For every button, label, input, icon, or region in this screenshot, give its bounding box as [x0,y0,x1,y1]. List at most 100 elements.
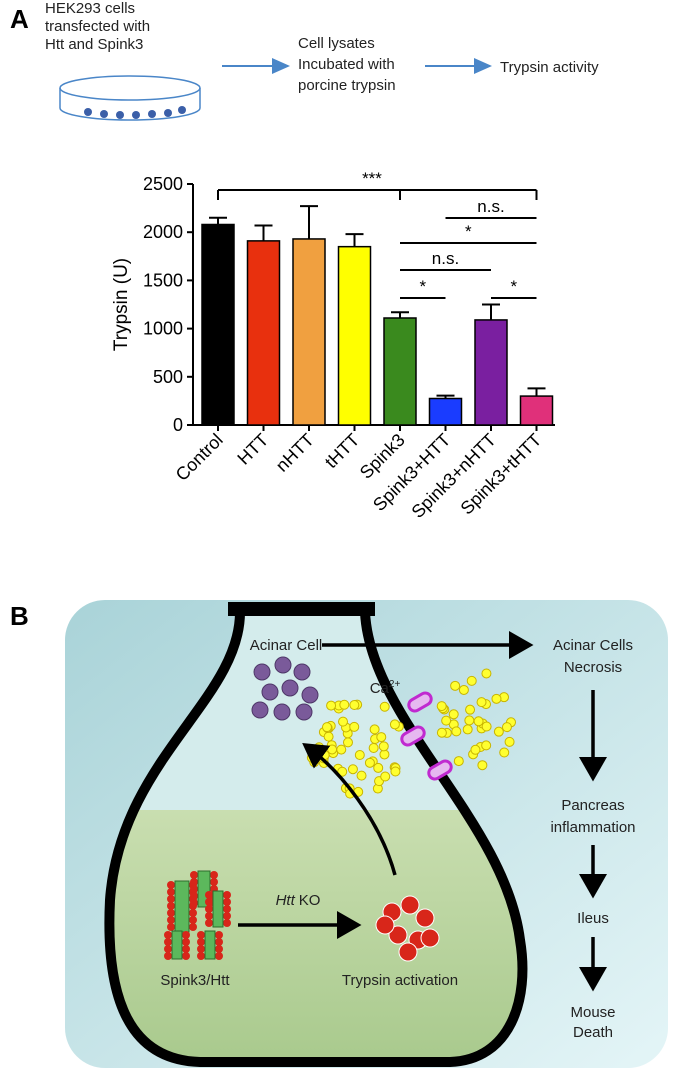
spink3 [223,891,231,899]
x-tick-label: HTT [233,430,272,469]
panel-label: B [10,601,29,631]
vesicle [301,686,319,704]
knockout-gene: Htt [276,892,296,909]
calcium-ion [499,747,510,758]
htt [212,890,224,928]
y-tick-label: 1500 [143,270,183,290]
calcium-ion [349,721,360,732]
calcium-ion [379,749,390,760]
calcium-ion [504,736,515,747]
significance-label: n.s. [477,197,504,216]
calcium-charge: 2+ [389,679,401,690]
spink3 [223,912,231,920]
calcium-ion [491,693,502,704]
x-tick-label: Control [172,430,227,485]
calcium-ion [376,732,387,743]
y-tick-label: 2500 [143,174,183,194]
calcium-ion [326,700,337,711]
molecules [164,656,517,962]
spink3 [197,945,205,953]
y-tick-label: 0 [173,415,183,435]
calcium-ion [481,668,492,679]
bar [474,319,508,426]
spink3 [164,945,172,953]
trypsin [388,925,408,945]
vesicle [273,703,291,721]
outcome-text: inflammation [550,819,635,836]
calcium-ion [356,770,367,781]
significance-label: * [419,277,426,296]
calcium-ion [314,742,325,753]
spink3 [164,931,172,939]
calcium-ion [323,731,334,742]
spink3 [182,952,190,960]
calcium-ion [450,680,461,691]
spink3 [190,878,198,886]
calcium-ion [464,715,475,726]
spink3 [167,881,175,889]
step-text: porcine trypsin [298,77,396,94]
activation-label: Trypsin activation [342,972,458,989]
calcium-ion [458,684,469,695]
calcium-ion [390,766,401,777]
trypsin [420,928,440,948]
htt [174,880,190,933]
pathway-arrows [238,631,607,992]
spink3 [167,895,175,903]
calcium-ion [448,709,459,720]
calcium-ion [369,724,380,735]
spink3 [223,898,231,906]
spink3 [182,938,190,946]
spink3 [167,888,175,896]
spink3 [205,912,213,920]
calcium-ion [339,699,350,710]
bar [292,238,326,426]
outcome-text: Acinar Cells [553,637,633,654]
vesicle [261,683,279,701]
significance-label: *** [362,169,382,188]
ion-channel [400,725,426,747]
spink3 [190,892,198,900]
outcome-text: Pancreas [561,797,624,814]
spink3 [189,909,197,917]
cell-label: Acinar Cell [250,637,323,654]
x-tick-label: nHTT [272,430,318,476]
calcium-label: Ca2+ [370,679,401,697]
spink3 [215,931,223,939]
ion-channel [427,759,453,781]
spink3 [197,952,205,960]
x-tick-label: Spink3+tHTT [457,430,546,519]
y-axis-label: Trypsin (U) [111,258,132,351]
panel-label: A [10,4,29,34]
htt [171,930,183,960]
vesicle [274,656,292,674]
vesicle [295,703,313,721]
calcium-ion [364,757,375,768]
calcium-ion [349,699,360,710]
trypsin [375,915,395,935]
calcium-ion [481,721,492,732]
step-text: Incubated with [298,56,395,73]
spink3 [223,919,231,927]
trypsin [398,942,418,962]
spink3 [205,891,213,899]
calcium-ion [373,762,384,773]
flask-cap [228,602,375,616]
calcium-ion [354,750,365,761]
outcome-text: Death [573,1024,613,1041]
calcium-ion [378,741,389,752]
trypsin [415,908,435,928]
knockout-text: KO [299,892,321,909]
spink3 [197,931,205,939]
vesicle [251,701,269,719]
spink3 [182,931,190,939]
calcium-ion [436,727,447,738]
y-tick-label: 1000 [143,319,183,339]
calcium-ion [336,744,347,755]
spink3 [215,938,223,946]
vesicle [293,663,311,681]
step-text: Cell lysates [298,35,375,52]
outcome-text: Mouse [570,1004,615,1021]
calcium-ion [501,722,512,733]
